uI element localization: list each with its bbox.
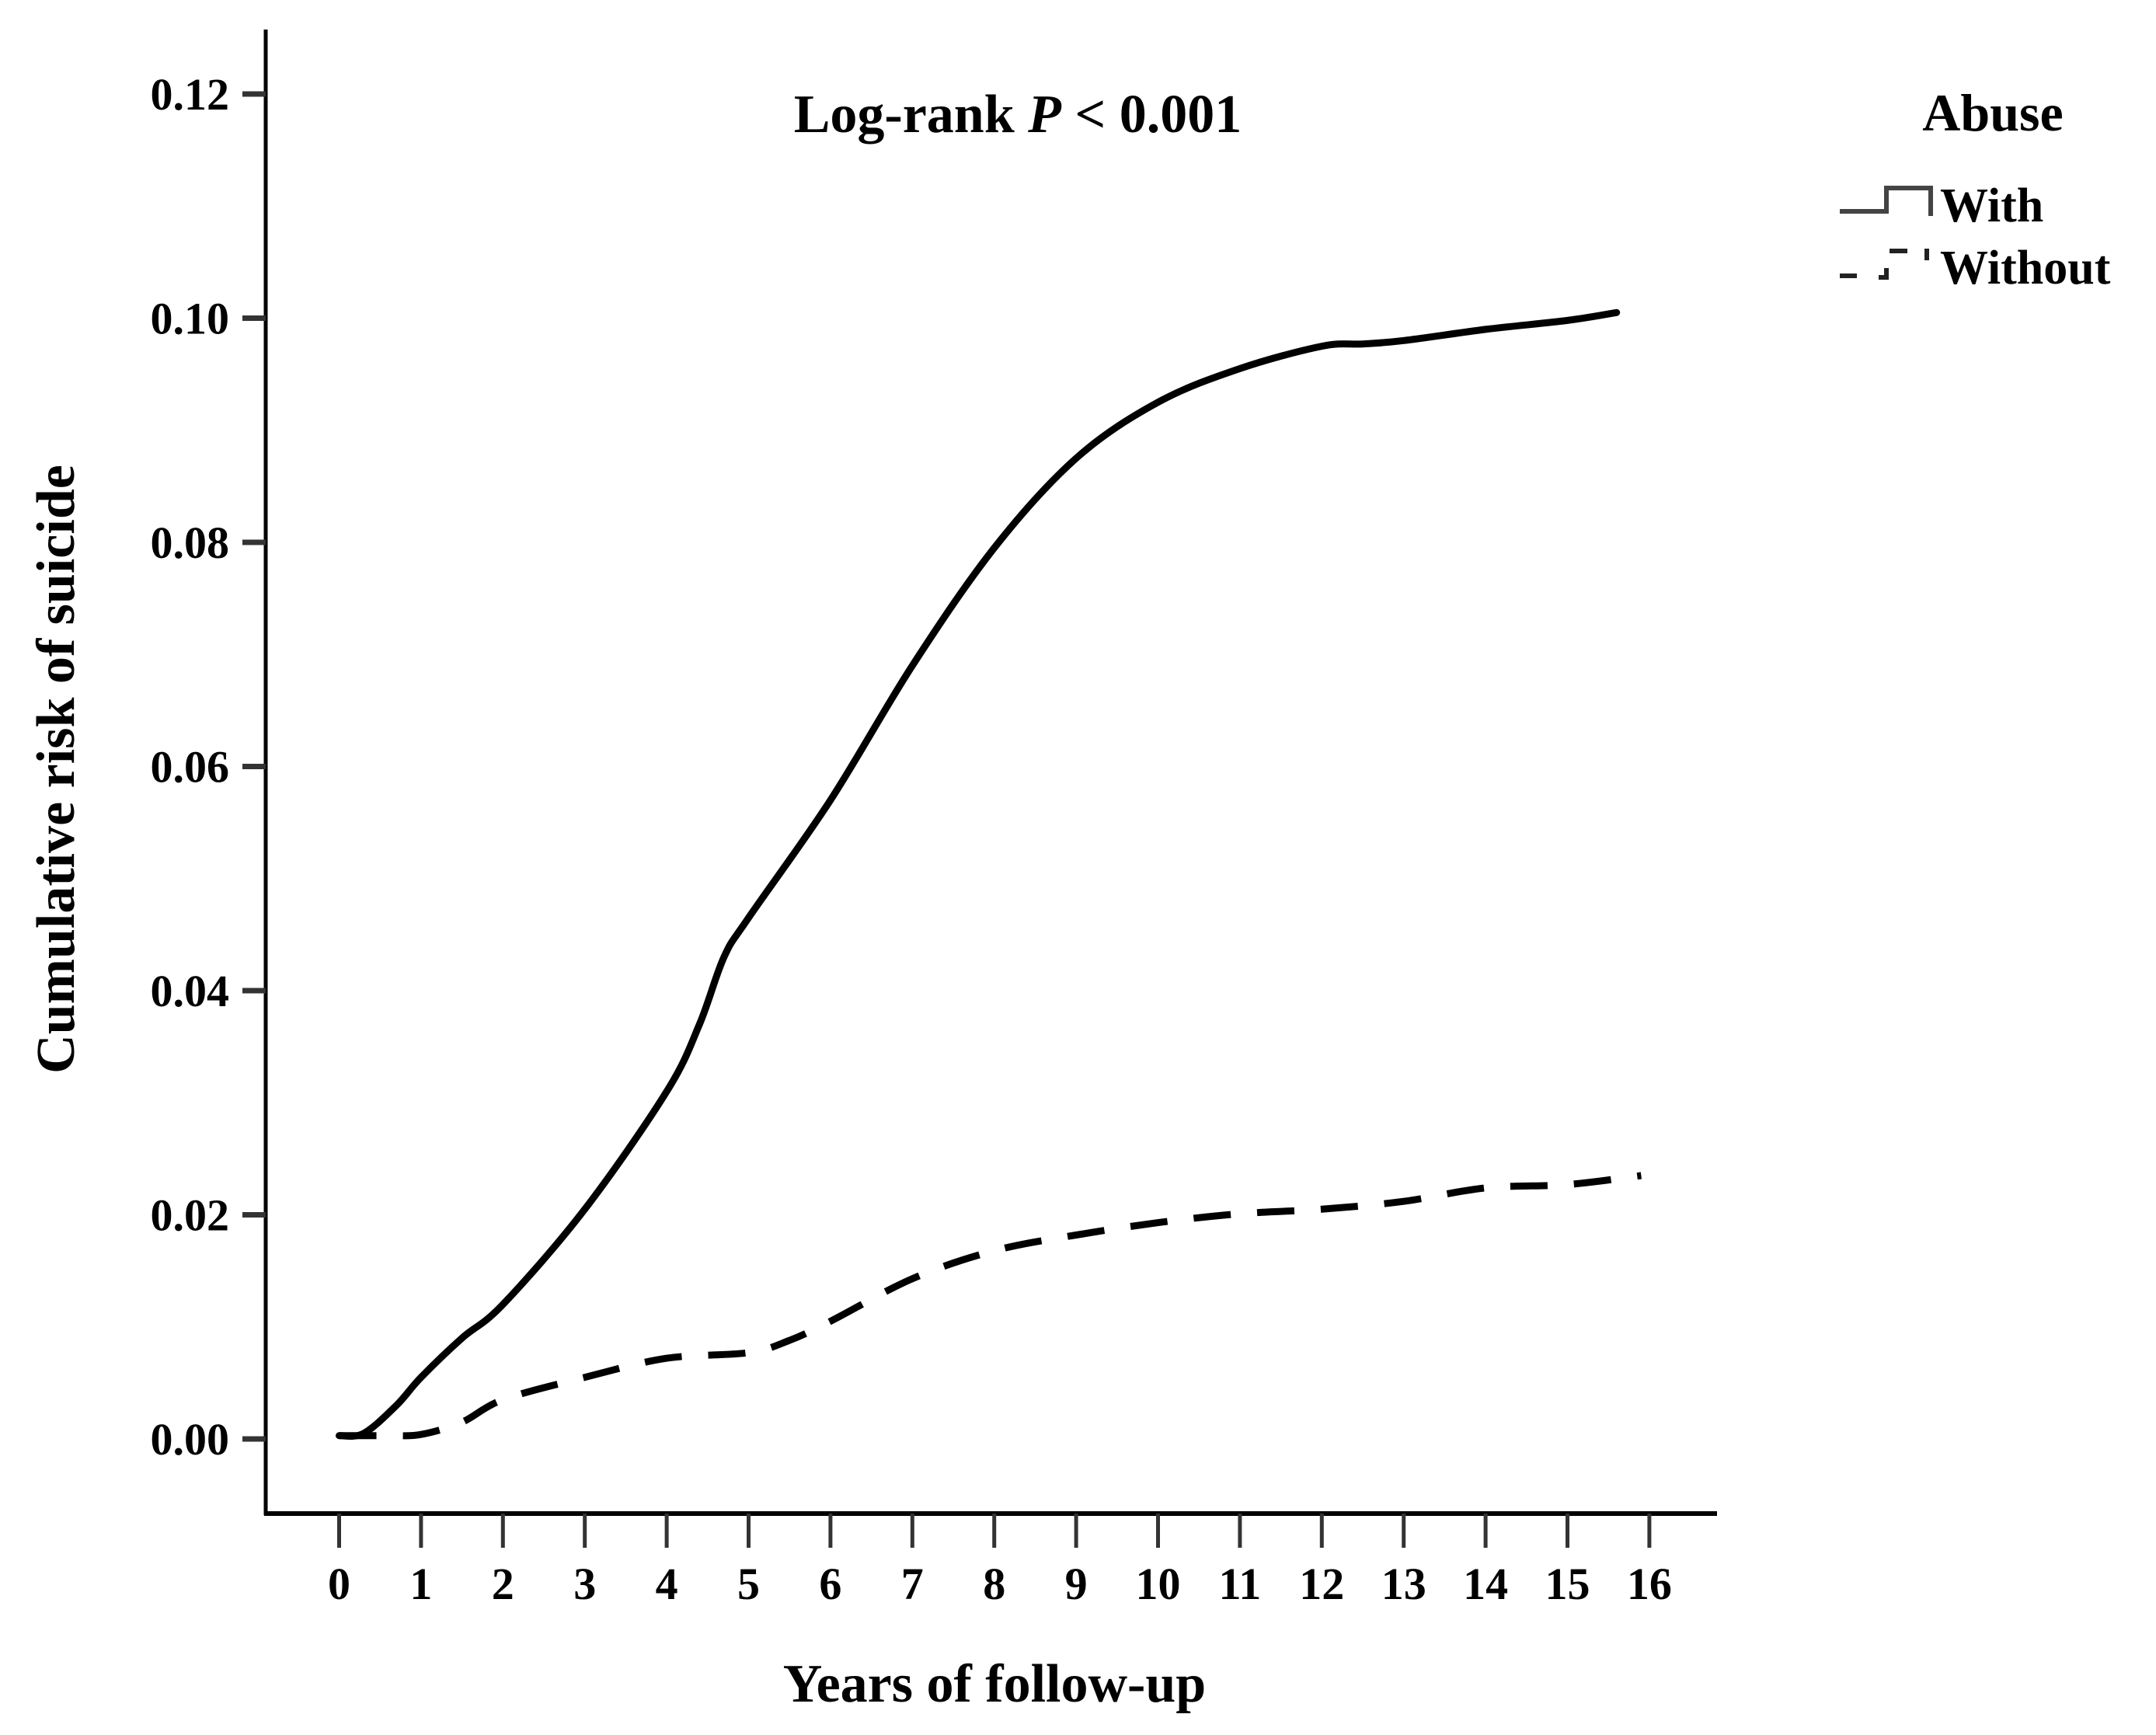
x-tick-label: 1 [409,1559,432,1609]
legend-entry-with: With [1840,179,2043,232]
series-line-with [336,308,1621,1440]
y-tick-label: 0.00 [151,1414,230,1465]
x-tick-label: 3 [573,1559,596,1609]
x-tick-label: 13 [1381,1559,1426,1609]
y-tick-label: 0.08 [151,517,230,568]
x-tick-label: 15 [1545,1559,1590,1609]
x-tick-label: 12 [1299,1559,1344,1609]
x-tick-label: 4 [656,1559,678,1609]
log-rank-annotation: Log-rank P < 0.001 [794,85,1242,145]
series-line-without [339,1172,1642,1440]
x-tick-label: 14 [1463,1559,1508,1609]
x-tick-label: 9 [1065,1559,1088,1609]
x-tick-label: 7 [901,1559,924,1609]
legend-label-without: Without [1940,242,2111,294]
x-tick-label: 10 [1136,1559,1181,1609]
x-tick-label: 5 [737,1559,760,1609]
legend-entry-without: Without [1840,242,2111,294]
y-axis-title: Cumulative risk of suicide [26,465,86,1074]
legend-label-with: With [1940,179,2043,232]
legend-swatch-solid-step-icon [1840,186,1933,216]
y-tick-label: 0.02 [151,1190,230,1241]
legend-title: Abuse [1922,83,2063,142]
x-tick-label: 11 [1218,1559,1261,1609]
x-axis-ticks: 0 1 2 3 4 5 6 7 8 9 10 11 12 13 14 15 16 [328,1514,1672,1609]
y-axis-ticks: 0.00 0.02 0.04 0.06 0.08 0.10 0.12 [151,69,266,1465]
x-tick-label: 0 [328,1559,350,1609]
y-tick-label: 0.04 [151,966,230,1016]
y-tick-label: 0.06 [151,742,230,793]
x-tick-label: 6 [819,1559,841,1609]
y-tick-label: 0.12 [151,69,230,120]
y-tick-label: 0.10 [151,294,230,344]
legend: Abuse With Without [1840,83,2111,294]
x-axis-title: Years of follow-up [783,1654,1206,1714]
legend-swatch-dashed-step-icon [1840,249,1929,280]
x-tick-label: 2 [492,1559,514,1609]
x-tick-label: 8 [983,1559,1005,1609]
x-tick-label: 16 [1627,1559,1672,1609]
